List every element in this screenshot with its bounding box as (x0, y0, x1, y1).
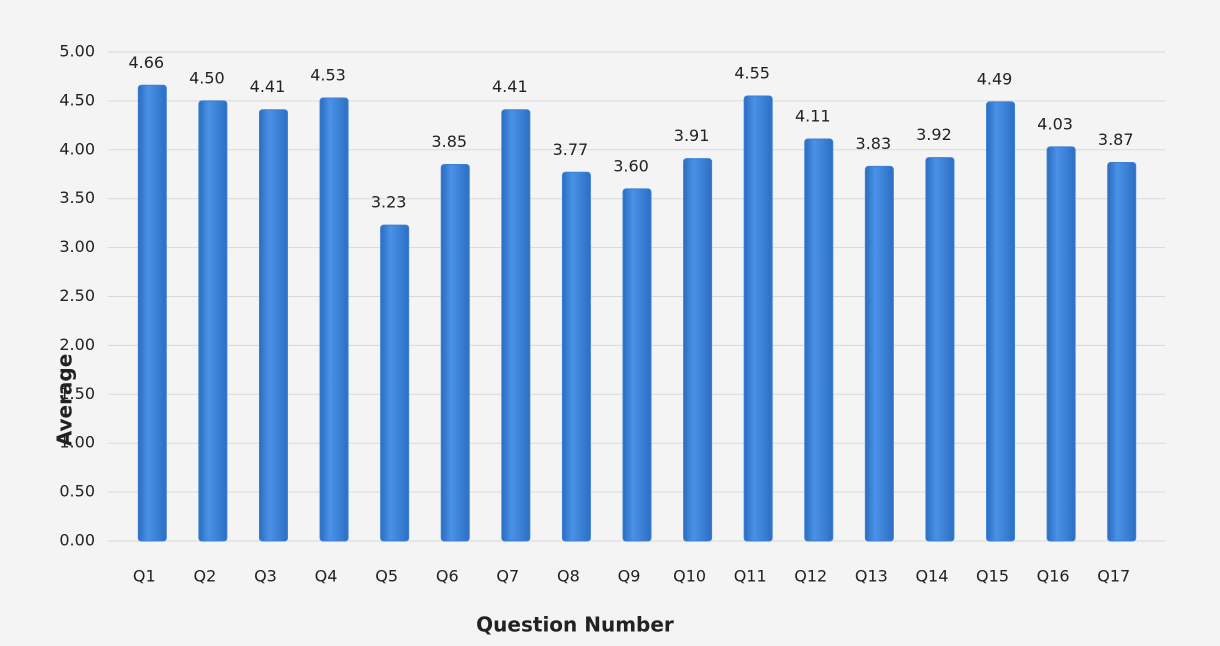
y-tick-label: 0.50 (59, 482, 95, 501)
bar (1107, 162, 1137, 542)
bar (440, 163, 470, 542)
x-tick-label: Q17 (1097, 567, 1130, 586)
x-tick-label: Q16 (1037, 567, 1070, 586)
data-label: 4.49 (977, 69, 1013, 88)
y-tick-label: 1.00 (59, 433, 95, 452)
x-tick-label: Q1 (133, 567, 156, 586)
x-tick-label: Q8 (557, 567, 580, 586)
bar (501, 109, 531, 542)
y-tick-label: 2.50 (59, 286, 95, 305)
x-tick-label: Q11 (734, 567, 767, 586)
bar (1046, 146, 1076, 542)
data-label: 4.50 (189, 68, 225, 87)
data-label: 4.11 (795, 107, 831, 126)
bar (804, 138, 834, 542)
x-tick-label: Q9 (618, 567, 641, 586)
bar (137, 84, 167, 542)
x-tick-label: Q12 (794, 567, 827, 586)
data-label: 3.85 (431, 132, 467, 151)
bar (925, 157, 955, 542)
data-label: 3.23 (371, 193, 407, 212)
bar (319, 97, 349, 542)
y-tick-label: 0.00 (59, 531, 95, 550)
x-tick-label: Q14 (915, 567, 948, 586)
y-tick-label: 4.00 (59, 139, 95, 158)
data-label: 3.83 (856, 134, 892, 153)
data-label: 3.60 (613, 156, 649, 175)
x-axis-title: Question Number (476, 613, 674, 637)
y-tick-label: 1.50 (59, 384, 95, 403)
data-label: 4.03 (1037, 114, 1073, 133)
bar (561, 171, 591, 542)
x-tick-label: Q6 (436, 567, 459, 586)
y-tick-label: 3.50 (59, 188, 95, 207)
bar (198, 100, 228, 542)
bar (622, 188, 652, 542)
data-label: 3.91 (674, 126, 710, 145)
bar (258, 109, 288, 542)
y-tick-label: 4.50 (59, 90, 95, 109)
bar (864, 165, 894, 542)
y-tick-label: 3.00 (59, 237, 95, 256)
bar (986, 101, 1016, 542)
x-tick-label: Q2 (193, 567, 216, 586)
data-label: 3.92 (916, 125, 952, 144)
data-label: 4.53 (310, 65, 346, 84)
data-label: 3.77 (553, 140, 589, 159)
y-axis-title: Average (53, 354, 77, 447)
data-label: 4.66 (128, 53, 164, 72)
x-tick-label: Q15 (976, 567, 1009, 586)
data-label: 4.55 (734, 64, 770, 83)
bar (380, 224, 410, 542)
x-tick-label: Q5 (375, 567, 398, 586)
bar (743, 95, 773, 542)
y-tick-label: 5.00 (59, 42, 95, 61)
y-tick-label: 2.00 (59, 335, 95, 354)
data-label: 4.41 (492, 77, 528, 96)
x-tick-label: Q3 (254, 567, 277, 586)
bar (683, 158, 713, 542)
data-label: 3.87 (1098, 130, 1134, 149)
x-tick-label: Q13 (855, 567, 888, 586)
data-label: 4.41 (250, 77, 286, 96)
x-tick-label: Q10 (673, 567, 706, 586)
x-tick-label: Q4 (315, 567, 338, 586)
x-tick-label: Q7 (496, 567, 519, 586)
